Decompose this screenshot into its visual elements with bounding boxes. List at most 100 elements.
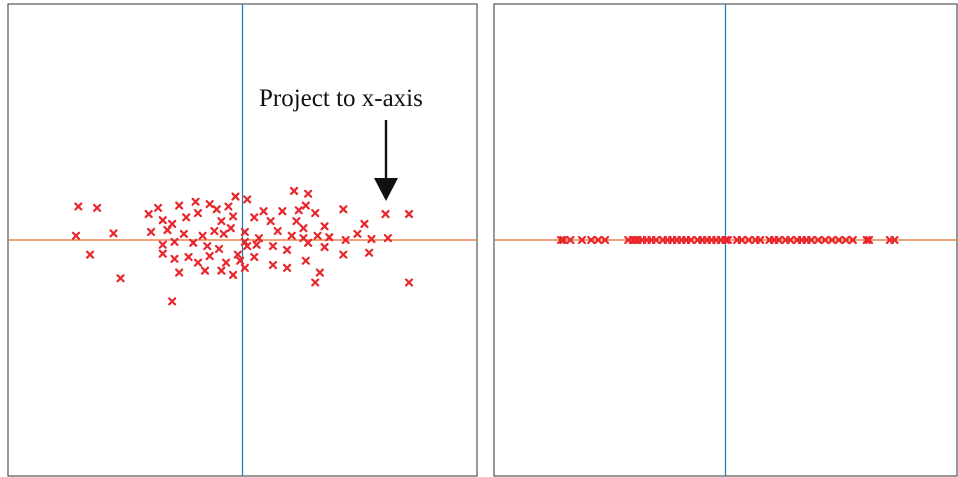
data-point: [240, 263, 249, 272]
data-point: [273, 226, 282, 236]
data-point: [193, 258, 203, 267]
data-point: [168, 297, 177, 306]
data-point: [311, 278, 320, 287]
data-point: [243, 242, 252, 251]
data-point: [189, 238, 198, 247]
data-point: [146, 227, 156, 237]
data-point: [774, 235, 783, 245]
data-point: [289, 186, 299, 196]
data-point: [404, 209, 414, 219]
data-point: [341, 235, 350, 245]
data-point: [737, 235, 746, 245]
data-point: [631, 235, 640, 245]
data-point: [320, 242, 329, 252]
data-point: [205, 251, 214, 261]
data-point: [233, 250, 242, 259]
data-point: [217, 217, 226, 226]
data-point: [404, 278, 414, 287]
data-point: [864, 235, 874, 245]
data-point: [353, 229, 362, 238]
data-point: [109, 229, 118, 238]
data-point: [287, 231, 296, 240]
data-point: [85, 250, 95, 259]
down-arrow-icon: [374, 120, 398, 201]
data-point: [163, 225, 172, 235]
data-point: [292, 217, 301, 226]
data-point: [217, 266, 226, 275]
data-point: [229, 212, 238, 221]
data-point: [594, 235, 603, 245]
data-point: [294, 206, 303, 215]
data-point: [827, 235, 837, 245]
data-point: [848, 235, 857, 245]
data-point: [144, 209, 153, 219]
data-point: [268, 242, 278, 251]
data-point: [266, 217, 275, 226]
data-point: [651, 235, 661, 245]
data-point: [841, 235, 850, 245]
data-point: [250, 213, 259, 222]
data-point: [182, 213, 191, 222]
data-point: [179, 229, 188, 238]
data-point: [205, 200, 214, 209]
data-point: [250, 252, 259, 262]
data-point: [153, 203, 163, 213]
data-point: [212, 205, 221, 214]
data-point: [559, 235, 568, 245]
data-point: [200, 266, 210, 275]
data-point: [601, 235, 610, 245]
data-point: [191, 197, 200, 206]
data-point: [229, 270, 238, 280]
data-point: [315, 268, 324, 277]
data-point: [862, 235, 871, 245]
data-point: [566, 235, 575, 245]
data-point: [259, 207, 268, 216]
data-point: [325, 233, 334, 242]
data-point: [116, 274, 125, 283]
data-point: [158, 249, 167, 258]
data-point: [203, 242, 212, 251]
data-point: [158, 240, 167, 249]
data-point: [252, 240, 261, 249]
data-point: [193, 208, 203, 218]
data-point: [282, 263, 292, 272]
data-point: [807, 235, 816, 245]
data-point: [170, 237, 179, 246]
data-point: [198, 231, 207, 240]
data-point: [723, 235, 732, 245]
data-point: [236, 256, 245, 265]
data-point: [175, 201, 184, 210]
data-point: [834, 235, 844, 245]
data-point: [268, 260, 278, 270]
data-point: [301, 201, 310, 210]
right-scatter-panel: [493, 3, 958, 477]
data-point: [756, 235, 765, 245]
data-point: [210, 226, 219, 236]
data-point: [184, 252, 193, 262]
data-point: [243, 195, 252, 204]
data-point: [383, 234, 392, 243]
data-point: [74, 202, 83, 211]
data-point: [224, 202, 233, 211]
data-point: [304, 238, 313, 247]
data-point: [339, 205, 348, 214]
data-point: [231, 192, 240, 201]
data-point: [93, 203, 102, 213]
data-point: [721, 235, 730, 245]
data-point: [744, 235, 753, 245]
data-point: [219, 229, 228, 238]
data-point: [226, 224, 235, 233]
data-point: [278, 207, 287, 216]
data-point: [587, 235, 596, 245]
data-point: [299, 224, 308, 233]
data-point: [339, 250, 348, 259]
data-point: [240, 227, 249, 237]
data-point: [214, 244, 224, 254]
data-point: [168, 219, 177, 229]
data-point: [381, 209, 390, 219]
data-point: [221, 258, 231, 267]
data-point: [304, 189, 313, 198]
data-point: [557, 235, 566, 245]
data-point: [158, 216, 167, 225]
